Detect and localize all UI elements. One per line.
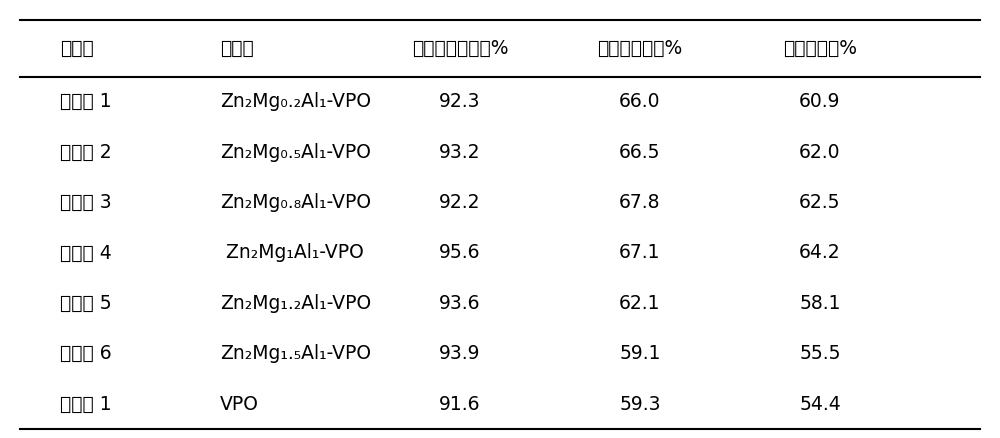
Text: 60.9: 60.9: [799, 92, 841, 111]
Text: 催化剂: 催化剂: [220, 39, 254, 58]
Text: 66.5: 66.5: [619, 143, 661, 162]
Text: 93.6: 93.6: [439, 294, 481, 313]
Text: 实施例 2: 实施例 2: [60, 143, 112, 162]
Text: 95.6: 95.6: [439, 244, 481, 262]
Text: Zn₂Mg₁.₂Al₁-VPO: Zn₂Mg₁.₂Al₁-VPO: [220, 294, 371, 313]
Text: 实施例 6: 实施例 6: [60, 344, 112, 363]
Text: 59.3: 59.3: [619, 395, 661, 413]
Text: 67.8: 67.8: [619, 193, 661, 212]
Text: 91.6: 91.6: [439, 395, 481, 413]
Text: 对比例 1: 对比例 1: [60, 395, 112, 413]
Text: 54.4: 54.4: [799, 395, 841, 413]
Text: 92.3: 92.3: [439, 92, 481, 111]
Text: 58.1: 58.1: [799, 294, 841, 313]
Text: 92.2: 92.2: [439, 193, 481, 212]
Text: Zn₂Mg₀.₅Al₁-VPO: Zn₂Mg₀.₅Al₁-VPO: [220, 143, 371, 162]
Text: 93.9: 93.9: [439, 344, 481, 363]
Text: Zn₂Mg₀.₈Al₁-VPO: Zn₂Mg₀.₈Al₁-VPO: [220, 193, 371, 212]
Text: VPO: VPO: [220, 395, 259, 413]
Text: 顺酐选择性，%: 顺酐选择性，%: [597, 39, 683, 58]
Text: 62.1: 62.1: [619, 294, 661, 313]
Text: 顺酐收率，%: 顺酐收率，%: [783, 39, 857, 58]
Text: 正丁烷转化率，%: 正丁烷转化率，%: [412, 39, 508, 58]
Text: Zn₂Mg₁.₅Al₁-VPO: Zn₂Mg₁.₅Al₁-VPO: [220, 344, 371, 363]
Text: 实施例 1: 实施例 1: [60, 92, 112, 111]
Text: 实施例: 实施例: [60, 39, 94, 58]
Text: 62.5: 62.5: [799, 193, 841, 212]
Text: 实施例 3: 实施例 3: [60, 193, 112, 212]
Text: 实施例 4: 实施例 4: [60, 244, 112, 262]
Text: 66.0: 66.0: [619, 92, 661, 111]
Text: 67.1: 67.1: [619, 244, 661, 262]
Text: 55.5: 55.5: [799, 344, 841, 363]
Text: Zn₂Mg₁Al₁-VPO: Zn₂Mg₁Al₁-VPO: [220, 244, 364, 262]
Text: 64.2: 64.2: [799, 244, 841, 262]
Text: Zn₂Mg₀.₂Al₁-VPO: Zn₂Mg₀.₂Al₁-VPO: [220, 92, 371, 111]
Text: 实施例 5: 实施例 5: [60, 294, 112, 313]
Text: 59.1: 59.1: [619, 344, 661, 363]
Text: 93.2: 93.2: [439, 143, 481, 162]
Text: 62.0: 62.0: [799, 143, 841, 162]
